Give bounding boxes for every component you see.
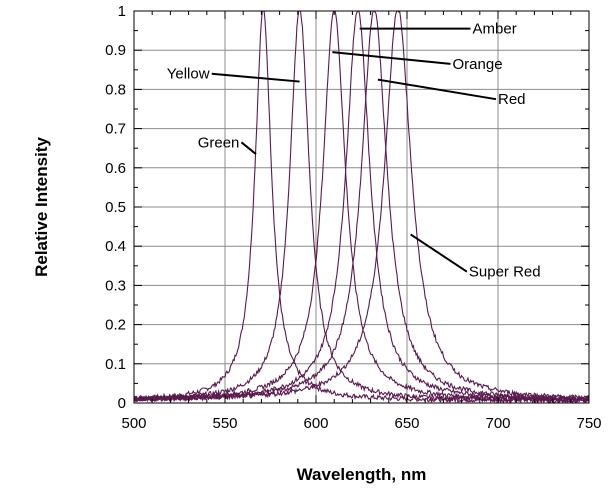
y-tick-label: 0.3 (105, 277, 126, 294)
y-tick-label: 0.7 (105, 121, 126, 138)
x-tick-label: 750 (576, 415, 601, 432)
ticks (133, 10, 590, 404)
series-line-super-red (133, 10, 590, 403)
y-tick-label: 1 (118, 3, 126, 20)
series-line-green (133, 10, 590, 405)
leader-line-green (240, 141, 257, 155)
y-tick-label: 0 (118, 395, 126, 412)
y-tick-label: 0.1 (105, 356, 126, 373)
y-tick-label: 0.6 (105, 160, 126, 177)
annotations: Green Yellow Orange Amber Red Super Red (167, 21, 541, 281)
x-tick-label: 500 (121, 415, 146, 432)
x-tick-label: 600 (303, 415, 328, 432)
x-tick-label: 650 (394, 415, 419, 432)
leader-line-orange (332, 51, 451, 65)
label-red: Red (498, 91, 526, 108)
series-line-red (133, 10, 590, 403)
leader-line-red (377, 78, 497, 101)
x-tick-label: 550 (212, 415, 237, 432)
leader-line-super-red (410, 233, 468, 273)
y-axis-title: Relative Intensity (32, 137, 51, 277)
label-super-red: Super Red (469, 264, 541, 281)
leader-line-yellow (211, 72, 300, 83)
y-tick-label: 0.2 (105, 317, 126, 334)
label-orange: Orange (453, 56, 503, 73)
series-layer (133, 10, 590, 405)
label-amber: Amber (473, 21, 517, 38)
x-tick-label: 700 (485, 415, 510, 432)
y-tick-label: 0.9 (105, 42, 126, 59)
y-tick-label: 0.8 (105, 81, 126, 98)
x-axis-title: Wavelength, nm (297, 465, 427, 484)
label-green: Green (198, 134, 240, 151)
x-tick-labels: 500 550 600 650 700 750 (121, 415, 601, 432)
y-tick-label: 0.4 (105, 238, 126, 255)
label-yellow: Yellow (167, 66, 210, 83)
y-tick-labels: 0 0.1 0.2 0.3 0.4 0.5 0.6 0.7 0.8 0.9 1 (105, 3, 126, 412)
y-tick-label: 0.5 (105, 199, 126, 216)
